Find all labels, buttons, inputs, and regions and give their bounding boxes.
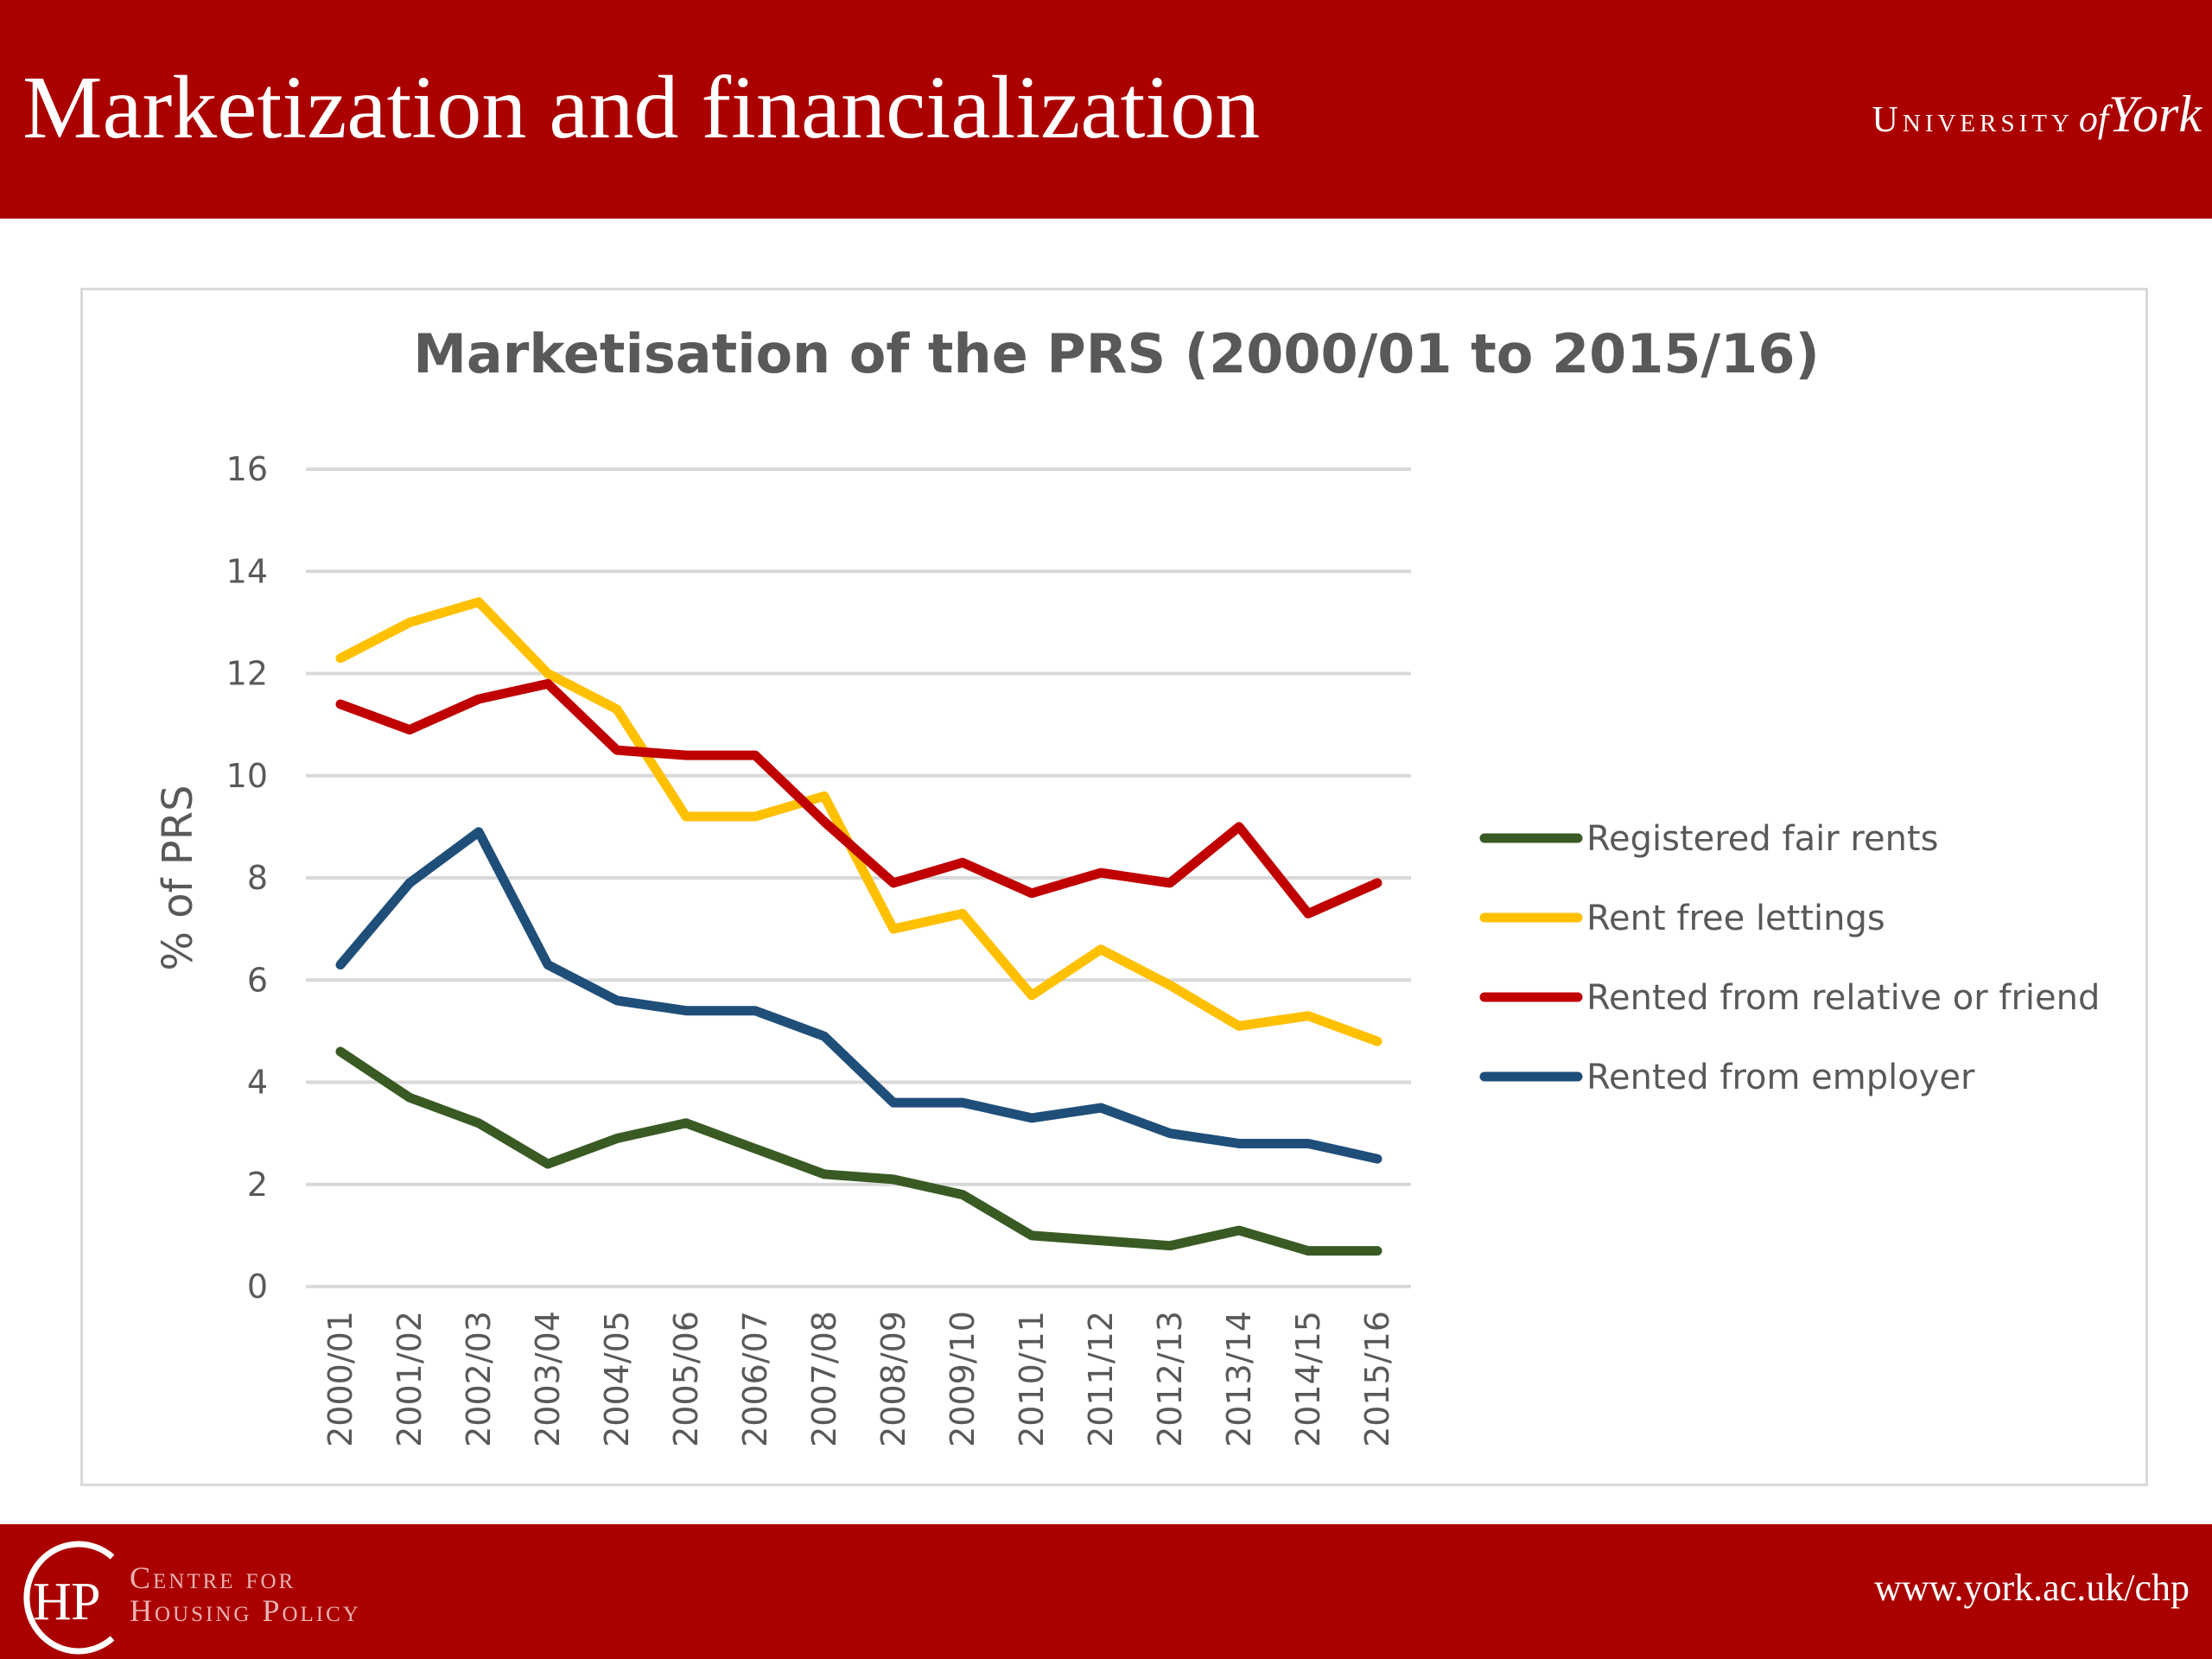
legend: Registered fair rents Rent free lettings R… [1479,819,2100,1097]
x-tick-label: 2006/07 [736,1311,774,1447]
x-tick-label: 2000/01 [321,1311,359,1447]
legend-label: Rent free lettings [1586,899,1885,938]
y-tick-label: 4 [247,1064,268,1102]
legend-label: Rented from employer [1586,1058,1975,1097]
chp-line-1: Centre for [130,1560,296,1595]
y-tick-label: 2 [247,1166,268,1204]
series-line [335,678,1382,918]
svg-text:P: P [71,1573,100,1631]
x-tick-label: 2002/03 [460,1311,498,1447]
series-line [335,1046,1382,1256]
logo-of-text: of [2078,98,2109,140]
x-tick-label: 2007/08 [805,1311,843,1447]
x-tick-label: 2009/10 [944,1311,982,1447]
x-tick-label: 2010/11 [1013,1311,1051,1447]
x-tick-label: 2005/06 [667,1311,705,1447]
chp-wordmark: Centre for Housing Policy [130,1560,361,1628]
slide-title: Marketization and financialization [22,58,1261,157]
header-bar: Marketization and financialization Unive… [0,0,2212,219]
series-line [335,827,1382,1164]
logo-university-text: University [1872,100,2074,140]
chp-logo-mark: H P [23,1541,115,1655]
y-tick-label: 16 [226,450,268,488]
x-tick-label: 2014/15 [1289,1311,1327,1447]
x-tick-label: 2013/14 [1220,1311,1258,1447]
x-tick-label: 2011/12 [1082,1311,1120,1447]
footer-bar: H P Centre for Housing Policy www.york.a… [0,1524,2212,1659]
y-tick-label: 12 [226,655,268,693]
x-tick-label: 2001/02 [391,1311,429,1447]
footer-url: www.york.ac.uk/chp [1874,1567,2190,1609]
legend-label: Rented from relative or friend [1586,978,2100,1018]
x-tick-label: 2003/04 [529,1311,567,1447]
legend-label: Registered fair rents [1586,819,1938,859]
y-tick-label: 0 [247,1268,268,1306]
y-tick-label: 10 [226,757,268,795]
chp-line-2: Housing Policy [130,1592,361,1628]
chart-title: Marketisation of the PRS (2000/01 to 201… [413,322,1820,385]
svg-text:H: H [33,1573,72,1631]
x-tick-label: 2012/13 [1151,1311,1189,1447]
y-axis-ticks: 0 2 4 6 8 10 12 14 16 [226,450,268,1306]
x-tick-label: 2008/09 [874,1311,912,1447]
university-of-york-logo: University of York [1872,85,2202,144]
logo-york-text: York [2108,86,2202,143]
y-tick-label: 6 [247,961,268,999]
series-line [335,597,1382,1046]
series-lines [335,597,1382,1256]
y-axis-title: % of PRS [154,785,202,970]
x-axis-ticks: 2000/01 2001/02 2002/03 2003/04 2004/05 2005/… [321,1311,1396,1447]
x-tick-label: 2015/16 [1358,1311,1396,1447]
x-tick-label: 2004/05 [598,1311,636,1447]
gridlines [306,467,1411,1288]
y-tick-label: 14 [226,552,268,590]
y-tick-label: 8 [247,859,268,897]
line-chart: Marketisation of the PRS (2000/01 to 201… [154,322,2100,1447]
chart-frame: Marketisation of the PRS (2000/01 to 201… [80,288,2148,1486]
